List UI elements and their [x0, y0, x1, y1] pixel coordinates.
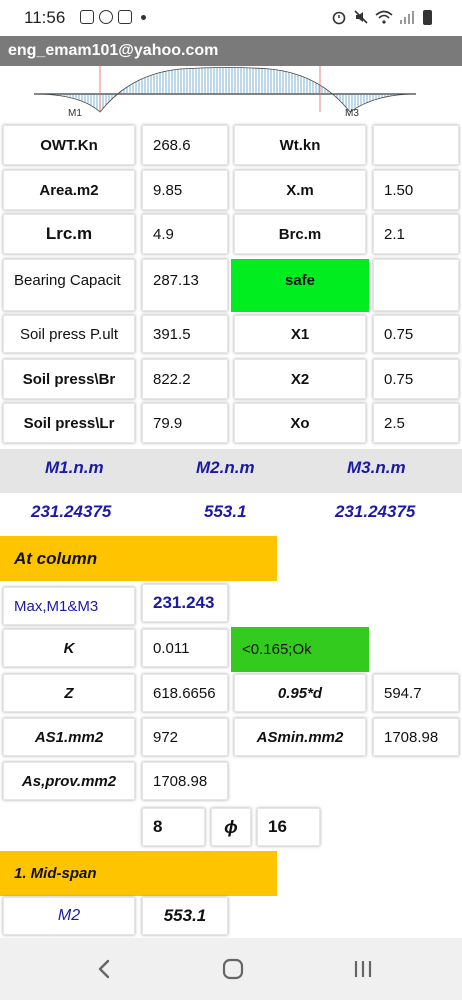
xo-label: Xo	[234, 403, 366, 443]
as-prov-label: As,prov.mm2	[3, 762, 135, 800]
moments-header-band	[0, 449, 462, 493]
x2-value: 0.75	[373, 359, 459, 399]
max-m1-m3-label: Max,M1&M3	[3, 587, 135, 625]
asmin-value: 1708.98	[373, 718, 459, 756]
safe-extra-field	[373, 259, 459, 311]
app-s-icon	[99, 10, 113, 24]
asmin-label: ASmin.mm2	[234, 718, 366, 756]
x1-label: X1	[234, 315, 366, 353]
app-bar: eng_emam101@yahoo.com	[0, 36, 462, 66]
recent-apps-icon[interactable]	[352, 958, 374, 980]
soil-press-pult-value: 391.5	[142, 315, 228, 353]
k-label: K	[3, 629, 135, 667]
max-m1-m3-value: 231.243	[142, 584, 228, 622]
k-check-badge: <0.165;Ok	[231, 627, 369, 672]
app-title: eng_emam101@yahoo.com	[8, 42, 219, 59]
youtube-icon	[118, 10, 132, 24]
diagram-label-m1: M1	[68, 108, 82, 119]
brc-label: Brc.m	[234, 214, 366, 254]
moment-diagram-graphic	[33, 66, 417, 113]
notification-icons	[80, 10, 146, 24]
alarm-icon	[332, 11, 346, 25]
z-value: 618.6656	[142, 674, 228, 712]
phi-symbol: ϕ	[211, 808, 251, 846]
as1-value: 972	[142, 718, 228, 756]
bar-count-field[interactable]: 8	[142, 808, 205, 846]
battery-icon	[423, 9, 432, 25]
xm-label: X.m	[234, 170, 366, 210]
soil-press-lr-label: Soil press\Lr	[3, 403, 135, 443]
xo-value: 2.5	[373, 403, 459, 443]
moment-diagram: M1 M3	[30, 66, 420, 120]
bearing-capacity-field[interactable]: 287.13	[142, 259, 228, 311]
as-prov-value: 1708.98	[142, 762, 228, 800]
signal-icon	[400, 11, 414, 24]
area-value: 9.85	[142, 170, 228, 210]
more-notifications-icon	[141, 14, 146, 20]
m1-value: 231.24375	[31, 502, 112, 521]
area-label: Area.m2	[3, 170, 135, 210]
bearing-capacity-label: Bearing Capacit	[3, 259, 135, 311]
mid-span-m2-value: 553.1	[142, 897, 228, 935]
soil-press-lr-value: 79.9	[142, 403, 228, 443]
safe-status-badge: safe	[231, 259, 369, 312]
gallery-icon	[80, 10, 94, 24]
soil-press-br-value: 822.2	[142, 359, 228, 399]
home-icon[interactable]	[222, 958, 244, 980]
brc-value: 2.1	[373, 214, 459, 254]
wt-label: Wt.kn	[234, 125, 366, 165]
m2-label: M2.n.m	[196, 458, 255, 477]
z-label: Z	[3, 674, 135, 712]
mute-icon	[354, 10, 368, 24]
095d-label: 0.95*d	[234, 674, 366, 712]
status-time: 11:56	[24, 8, 66, 27]
095d-value: 594.7	[373, 674, 459, 712]
mid-span-heading: 1. Mid-span	[0, 851, 277, 896]
x2-label: X2	[234, 359, 366, 399]
mid-span-m2-label: M2	[3, 897, 135, 935]
m2-value: 553.1	[204, 502, 247, 521]
soil-press-br-label: Soil press\Br	[3, 359, 135, 399]
m3-value: 231.24375	[335, 502, 416, 521]
soil-press-pult-label: Soil press P.ult	[3, 315, 135, 353]
system-icons	[331, 9, 432, 25]
lrc-label: Lrc.m	[3, 214, 135, 254]
owt-value: 268.6	[142, 125, 228, 165]
back-icon[interactable]	[94, 958, 114, 980]
bar-diameter-field[interactable]: 16	[257, 808, 320, 846]
diagram-label-m3: M3	[345, 108, 359, 119]
k-value: 0.011	[142, 629, 228, 667]
owt-label: OWT.Kn	[3, 125, 135, 165]
at-column-heading: At column	[0, 536, 277, 581]
as1-label: AS1.mm2	[3, 718, 135, 756]
xm-field[interactable]: 1.50	[373, 170, 459, 210]
wt-field[interactable]	[373, 125, 459, 165]
x1-value: 0.75	[373, 315, 459, 353]
wifi-icon	[375, 10, 393, 24]
m3-label: M3.n.m	[347, 458, 406, 477]
status-bar: 11:56	[0, 0, 462, 36]
system-navigation-bar	[0, 938, 462, 1000]
lrc-value: 4.9	[142, 214, 228, 254]
m1-label: M1.n.m	[45, 458, 104, 477]
